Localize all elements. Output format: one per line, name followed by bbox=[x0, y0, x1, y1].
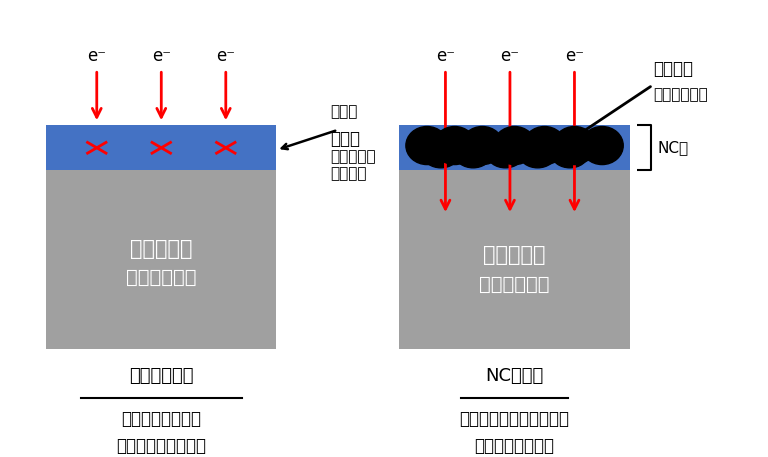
Ellipse shape bbox=[524, 127, 565, 165]
Ellipse shape bbox=[520, 141, 555, 168]
Text: チタン基材: チタン基材 bbox=[483, 245, 546, 265]
Text: e⁻: e⁻ bbox=[217, 47, 235, 65]
Text: e⁻: e⁻ bbox=[501, 47, 519, 65]
Text: （高導電性）: （高導電性） bbox=[653, 87, 707, 102]
Text: e⁻: e⁻ bbox=[565, 47, 584, 65]
Ellipse shape bbox=[553, 127, 595, 165]
Bar bbox=[399, 125, 630, 349]
Ellipse shape bbox=[406, 127, 449, 165]
Bar bbox=[46, 125, 276, 349]
Text: e⁻: e⁻ bbox=[88, 47, 106, 65]
Ellipse shape bbox=[423, 141, 458, 168]
Text: e⁻: e⁻ bbox=[152, 47, 170, 65]
Ellipse shape bbox=[581, 127, 624, 165]
Bar bbox=[399, 125, 630, 170]
Text: （高導電性）: （高導電性） bbox=[479, 275, 550, 294]
Text: カーボン: カーボン bbox=[653, 60, 693, 78]
Bar bbox=[46, 125, 276, 170]
Text: 表面導電性を両立: 表面導電性を両立 bbox=[475, 436, 554, 455]
Ellipse shape bbox=[461, 127, 504, 165]
Ellipse shape bbox=[433, 127, 475, 165]
Ellipse shape bbox=[552, 141, 588, 168]
Ellipse shape bbox=[455, 141, 491, 168]
Ellipse shape bbox=[488, 141, 523, 168]
Text: e⁻: e⁻ bbox=[436, 47, 455, 65]
Text: チタン基材: チタン基材 bbox=[130, 239, 193, 259]
Text: NC層: NC層 bbox=[657, 140, 689, 155]
Text: チタン: チタン bbox=[330, 104, 358, 119]
Text: 通常のチタン: 通常のチタン bbox=[129, 367, 194, 385]
Ellipse shape bbox=[494, 127, 536, 165]
Text: （導電性に: （導電性に bbox=[330, 149, 376, 164]
Text: 肀食性を有するが: 肀食性を有するが bbox=[121, 410, 201, 428]
Text: カーボンにより肀食性と: カーボンにより肀食性と bbox=[459, 410, 570, 428]
Text: NCチタン: NCチタン bbox=[485, 367, 544, 385]
Text: 表面導電性が乏しい: 表面導電性が乏しい bbox=[116, 436, 207, 455]
Text: （高導電性）: （高導電性） bbox=[126, 268, 197, 287]
Text: 酸化膜: 酸化膜 bbox=[330, 130, 360, 148]
Text: 乏しい）: 乏しい） bbox=[330, 167, 367, 181]
